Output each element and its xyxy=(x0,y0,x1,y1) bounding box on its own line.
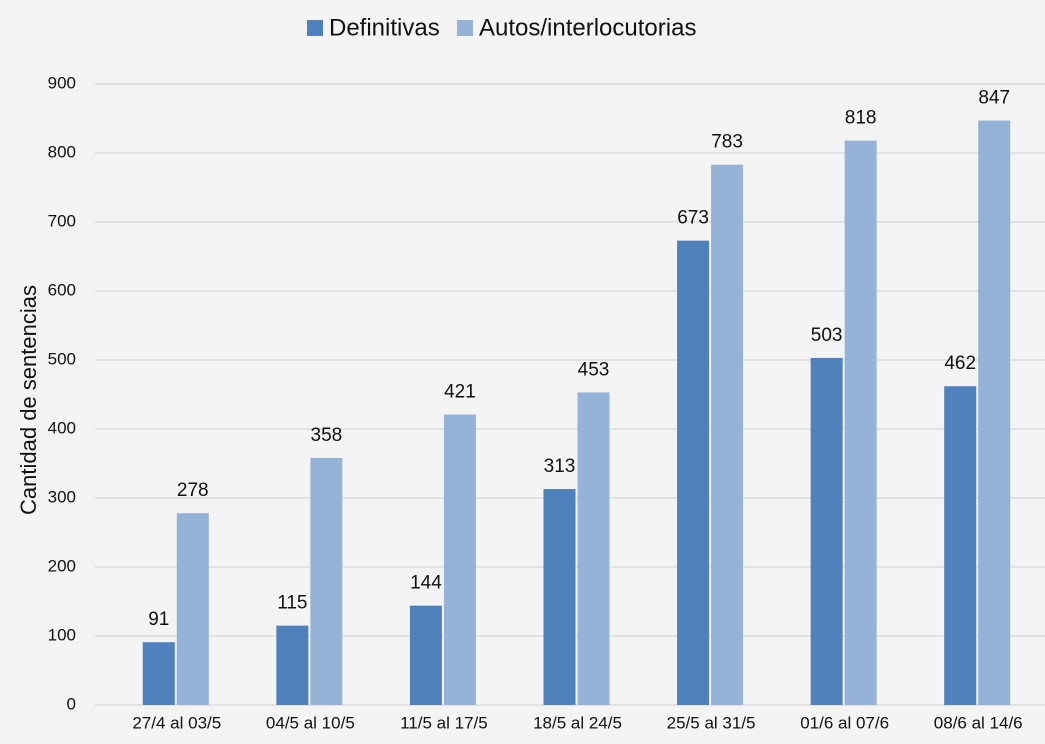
data-label: 421 xyxy=(444,382,476,403)
y-tick-label: 900 xyxy=(48,73,76,92)
y-tick-label: 100 xyxy=(48,625,76,644)
data-label: 462 xyxy=(944,353,976,374)
x-tick-label: 04/5 al 10/5 xyxy=(266,713,355,732)
x-tick-label: 25/5 al 31/5 xyxy=(667,713,756,732)
y-tick-label: 300 xyxy=(48,487,76,506)
bar xyxy=(711,164,744,706)
bar xyxy=(577,392,610,705)
legend-label: Definitivas xyxy=(329,14,440,41)
y-tick-label: 600 xyxy=(48,280,76,299)
y-tick-label: 0 xyxy=(67,694,76,713)
x-tick-label: 27/4 al 03/5 xyxy=(132,713,221,732)
bar xyxy=(310,457,343,705)
data-label: 783 xyxy=(711,132,743,153)
x-tick-label: 18/5 al 24/5 xyxy=(533,713,622,732)
data-label: 503 xyxy=(811,325,843,346)
data-label: 115 xyxy=(277,593,307,614)
bar xyxy=(810,357,843,705)
data-label: 144 xyxy=(410,573,442,594)
x-tick-label: 08/6 al 14/6 xyxy=(934,713,1023,732)
bar xyxy=(142,642,175,705)
data-label: 358 xyxy=(311,425,343,446)
x-tick-label: 11/5 al 17/5 xyxy=(400,713,488,732)
y-tick-label: 700 xyxy=(48,211,76,230)
bar xyxy=(844,140,877,705)
y-tick-label: 800 xyxy=(48,142,76,161)
y-tick-label: 400 xyxy=(48,418,76,437)
data-label: 673 xyxy=(677,208,709,229)
data-label: 847 xyxy=(978,88,1010,109)
bar xyxy=(543,489,576,705)
bar xyxy=(176,513,209,705)
bar xyxy=(409,605,442,705)
data-label: 91 xyxy=(148,609,169,630)
legend-swatch xyxy=(457,20,473,36)
data-label: 313 xyxy=(544,456,576,477)
legend-swatch xyxy=(307,20,323,36)
y-tick-label: 500 xyxy=(48,349,76,368)
bar xyxy=(276,625,309,705)
x-tick-label: 01/6 al 07/6 xyxy=(800,713,889,732)
bar xyxy=(944,386,977,705)
bar xyxy=(978,120,1011,705)
bar xyxy=(677,240,710,705)
data-label: 453 xyxy=(578,359,610,380)
y-tick-label: 200 xyxy=(48,556,76,575)
bar xyxy=(443,414,476,705)
legend-label: Autos/interlocutorias xyxy=(479,14,696,41)
data-label: 818 xyxy=(845,108,877,129)
y-axis-label: Cantidad de sentencias xyxy=(16,285,41,515)
data-label: 278 xyxy=(177,480,209,501)
